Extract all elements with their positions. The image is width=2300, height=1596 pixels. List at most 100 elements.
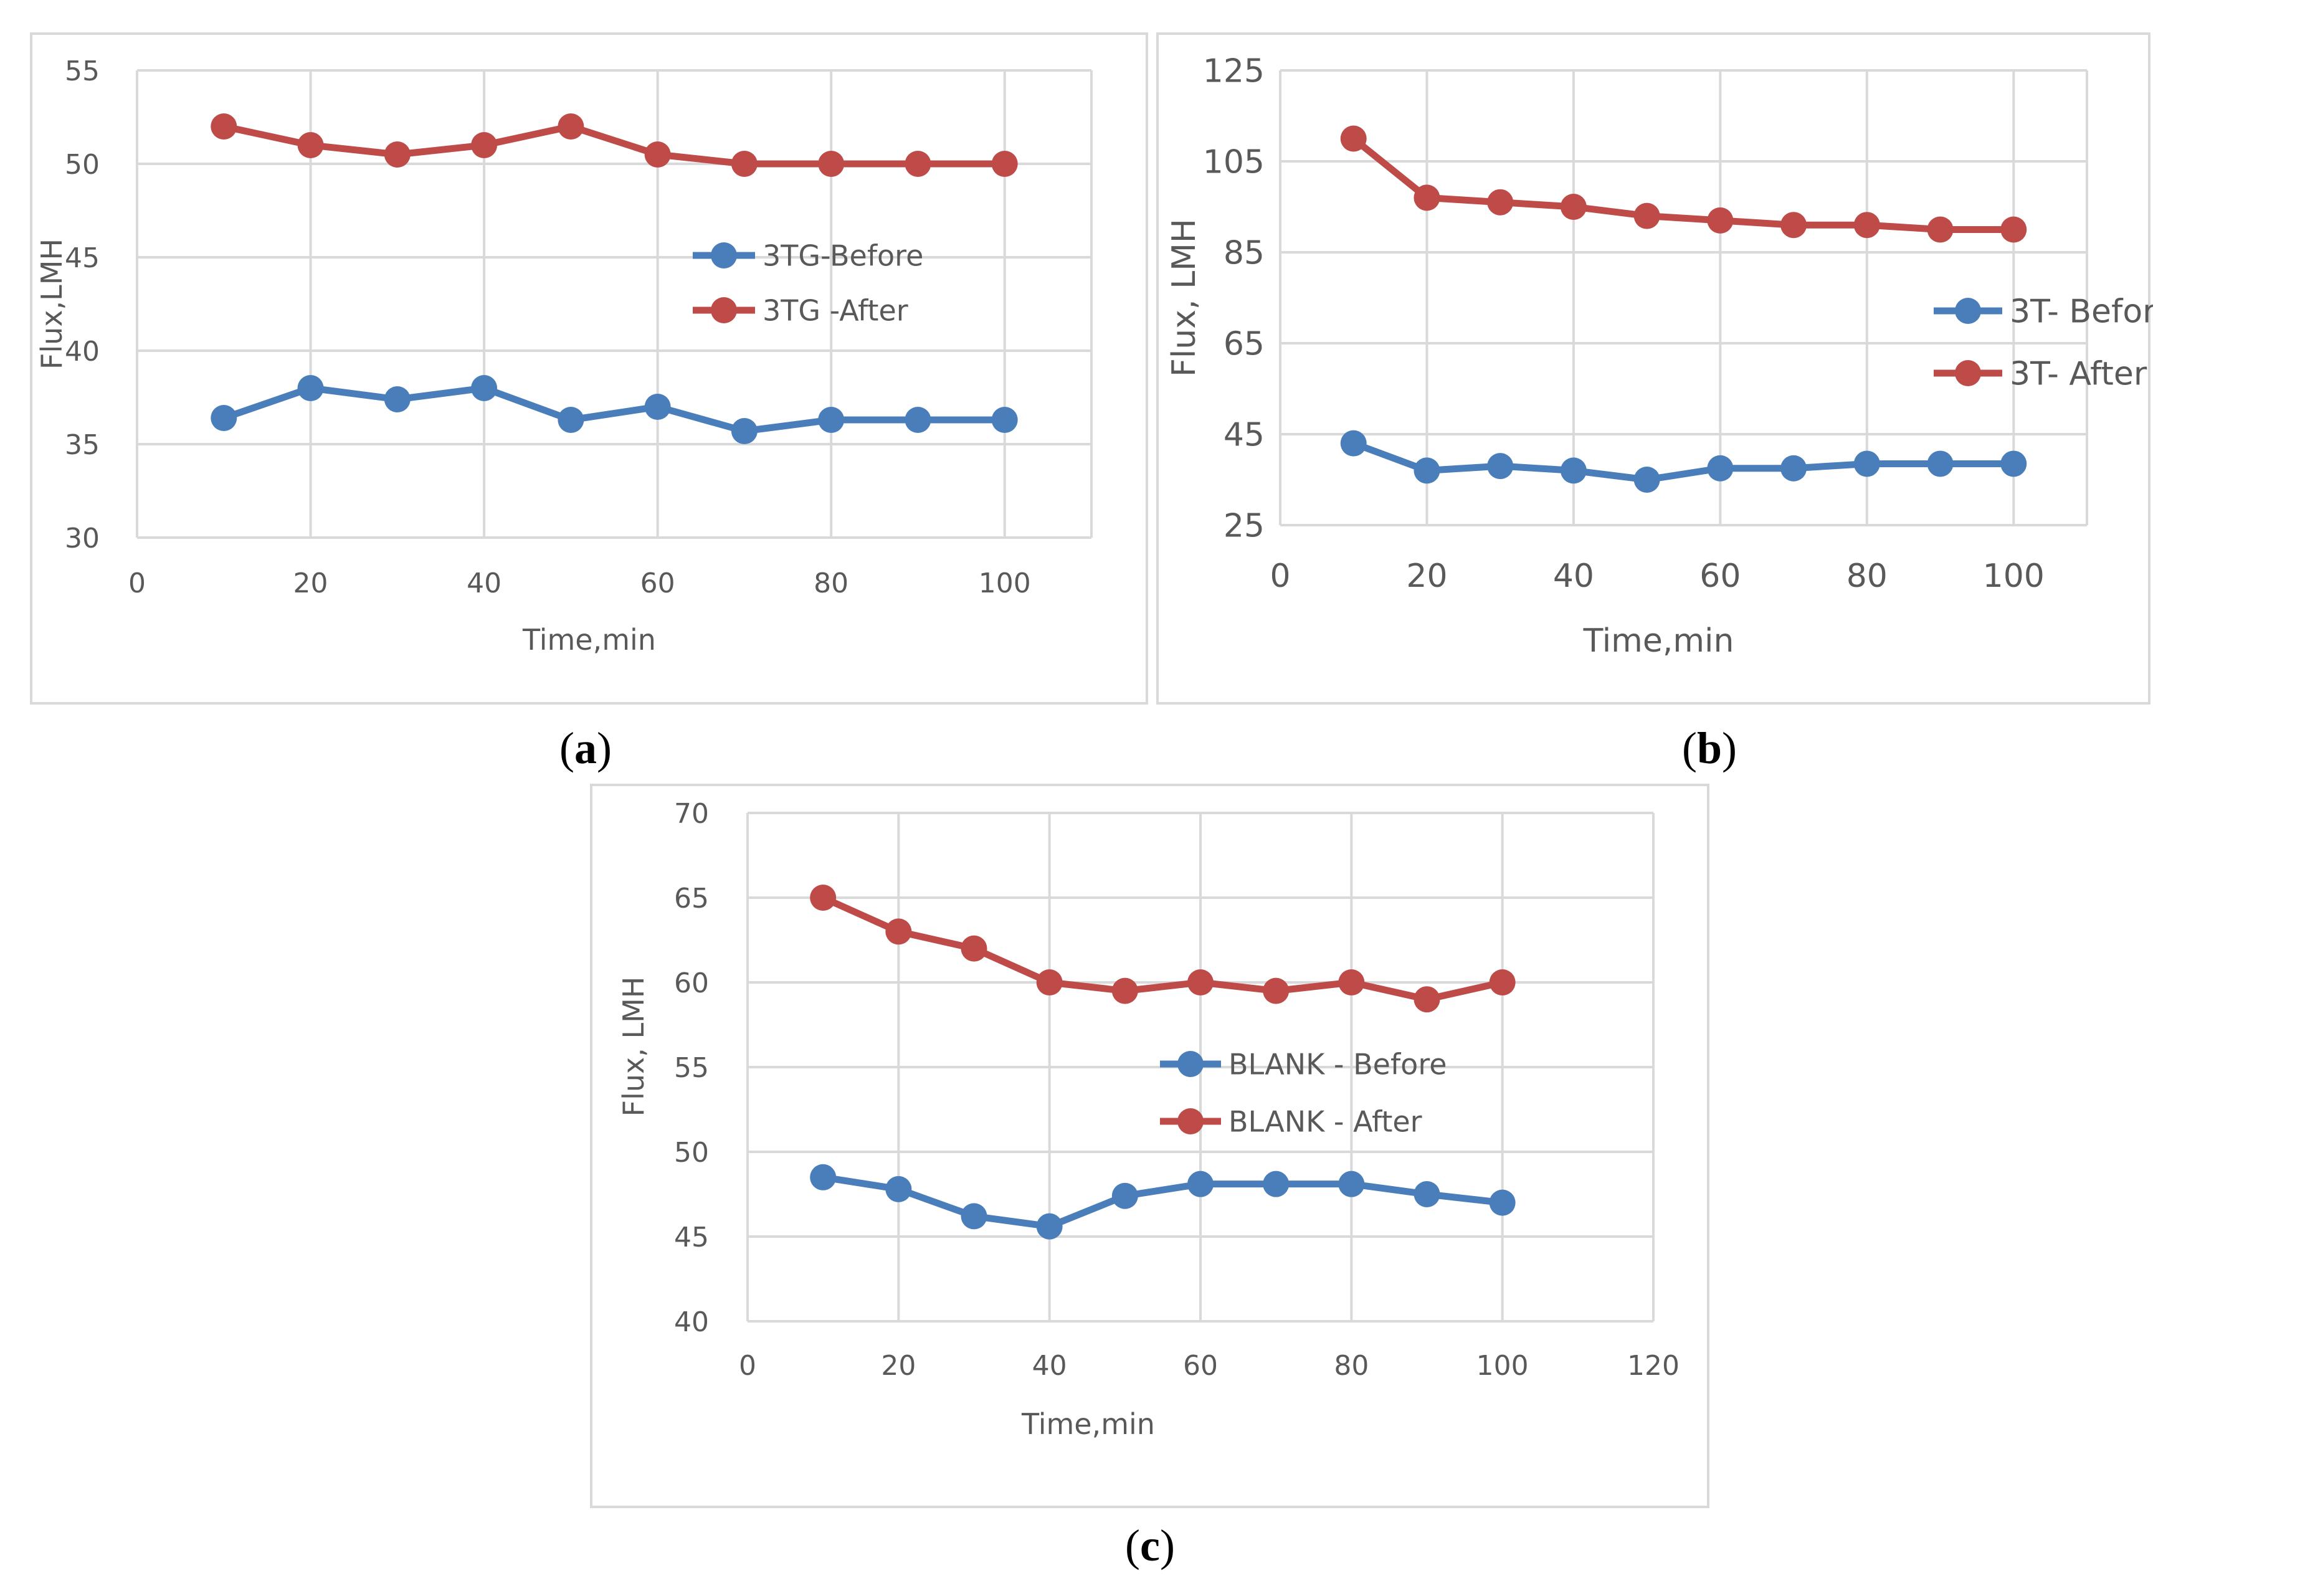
chart-a-series-0-point xyxy=(818,407,845,433)
chart-a-x-tick-label: 0 xyxy=(128,568,146,599)
chart-c-series-1-point xyxy=(1111,977,1138,1004)
chart-a-x-tick-label: 100 xyxy=(979,568,1031,599)
chart-a-svg: 30 35 40 45 50 55 0 20 40 60 80 100 Time,min Flux,LMH… xyxy=(35,55,1093,657)
chart-panel-b: 25 45 65 85 105 125 0 20 40 60 80 100 Time,min Flux, … xyxy=(1156,32,2153,705)
chart-c-x-tick-label: 40 xyxy=(1032,1350,1067,1382)
chart-a-legend-marker-0 xyxy=(711,242,737,268)
chart-c-series-0-point xyxy=(885,1176,912,1202)
chart-a-legend-label-0: 3TG-Before xyxy=(763,239,923,273)
chart-c-series-1-point xyxy=(1338,969,1365,995)
chart-a-x-tick-label: 60 xyxy=(640,568,675,599)
chart-b-series-1-point xyxy=(2000,216,2027,243)
chart-a-y-tick-label: 35 xyxy=(65,429,100,461)
chart-a-legend-marker-1 xyxy=(711,297,737,323)
chart-c-series-1-line xyxy=(821,894,1503,1003)
chart-panel-c: 40 45 50 55 60 65 70 0 20 40 60 80 100 120 Time,min Flu… xyxy=(590,784,1709,1508)
chart-a-series-0-point xyxy=(731,418,758,444)
chart-a-y-tick-label: 30 xyxy=(65,523,100,554)
chart-a-x-axis-title: Time,min xyxy=(522,623,656,657)
chart-b-series-1-point xyxy=(1414,184,1440,211)
chart-b-y-tick-label: 85 xyxy=(1224,235,1265,272)
chart-b-x-axis-title: Time,min xyxy=(1583,622,1734,660)
chart-a-series-0-point xyxy=(297,375,324,401)
chart-b-series-1-point xyxy=(1780,212,1807,239)
chart-c-legend-marker-0 xyxy=(1177,1051,1204,1077)
chart-a-series-1-point xyxy=(644,141,671,168)
chart-c-x-tick-label: 80 xyxy=(1334,1350,1369,1382)
chart-c-series-0-point xyxy=(1489,1189,1516,1216)
chart-b-x-tick-label: 80 xyxy=(1846,558,1888,595)
chart-c-x-tick-label: 120 xyxy=(1627,1350,1680,1382)
chart-b-series-0-point xyxy=(1853,450,1880,477)
chart-c-series-0-point xyxy=(1414,1181,1440,1207)
chart-b-legend-label-0: 3T- Before xyxy=(2010,293,2153,331)
chart-c-series-0-point xyxy=(961,1203,987,1230)
chart-c-legend-marker-1 xyxy=(1177,1108,1204,1134)
chart-c-series-0-line xyxy=(822,1174,1503,1230)
chart-c-y-tick-label: 70 xyxy=(674,798,709,830)
chart-b-series-0-point xyxy=(1340,430,1367,457)
chart-b-x-tick-label: 0 xyxy=(1270,558,1290,595)
chart-a-x-tick-label: 80 xyxy=(814,568,848,599)
chart-a-y-tick-label: 45 xyxy=(65,242,100,274)
chart-b-series-1-point xyxy=(1487,189,1514,216)
caption-a: (a) xyxy=(559,723,612,773)
chart-b-series-1-point xyxy=(1340,125,1367,152)
chart-b-series-0-point xyxy=(1927,450,1954,477)
chart-c-y-axis-title: Flux, LMH xyxy=(617,977,650,1117)
chart-a-series-1-point xyxy=(818,151,845,177)
chart-b-x-tick-label: 60 xyxy=(1699,558,1741,595)
chart-c-series-1-point xyxy=(1489,969,1516,995)
chart-a-y-tick-label: 40 xyxy=(65,336,100,368)
chart-c-y-tick-label: 45 xyxy=(674,1222,709,1253)
chart-c-series-1-point xyxy=(1036,969,1063,995)
chart-a-series-0-point xyxy=(384,386,411,412)
chart-b-y-tick-label: 45 xyxy=(1224,417,1265,454)
chart-b-y-tick-label: 125 xyxy=(1203,53,1265,90)
chart-c-series-0-point xyxy=(1111,1182,1138,1209)
chart-b-legend-marker-0 xyxy=(1955,298,1981,324)
chart-a-x-tick-label: 40 xyxy=(467,568,501,599)
chart-c-series-0-point xyxy=(1036,1213,1063,1240)
chart-a-series-0-point xyxy=(471,375,498,401)
chart-a-legend-label-1: 3TG -After xyxy=(763,294,908,328)
chart-a-series-0-point xyxy=(211,405,237,431)
chart-b-svg: 25 45 65 85 105 125 0 20 40 60 80 100 Time,min Flux, … xyxy=(1166,53,2153,660)
chart-a-y-tick-label: 55 xyxy=(65,55,100,87)
chart-b-y-axis-title: Flux, LMH xyxy=(1166,219,1203,377)
chart-c-series-1-point xyxy=(885,918,912,945)
chart-b-legend-label-1: 3T- After xyxy=(2010,356,2147,393)
chart-b-series-1-point xyxy=(1707,207,1734,234)
chart-a-series-1-point xyxy=(384,141,411,168)
chart-c-x-axis-title: Time,min xyxy=(1021,1407,1155,1441)
chart-a-series-1-point xyxy=(905,151,931,177)
chart-c-series-1-point xyxy=(1414,986,1440,1013)
chart-a-series-0-line xyxy=(222,384,1005,435)
chart-b-x-tick-label: 100 xyxy=(1983,558,2045,595)
chart-a-series-1-point xyxy=(558,113,584,140)
chart-b-y-tick-label: 105 xyxy=(1203,144,1265,181)
chart-b-series-0-point xyxy=(1414,457,1440,484)
chart-a-series-0-point xyxy=(905,407,931,433)
chart-c-series-0-point xyxy=(1187,1171,1214,1197)
chart-b-series-0-point xyxy=(1633,467,1660,493)
chart-c-y-tick-label: 40 xyxy=(674,1306,709,1338)
chart-a-series-1-point xyxy=(297,132,324,158)
caption-b: (b) xyxy=(1682,723,1737,773)
chart-c-series-1-point xyxy=(810,885,837,911)
chart-b-series-0-point xyxy=(1560,457,1587,484)
chart-a-series-0-point xyxy=(558,407,584,433)
chart-b-legend-marker-1 xyxy=(1955,360,1981,386)
chart-panel-a: 30 35 40 45 50 55 0 20 40 60 80 100 Time,min Flux,LMH… xyxy=(30,32,1148,705)
chart-c-y-tick-label: 60 xyxy=(674,967,709,999)
chart-c-x-tick-label: 0 xyxy=(739,1350,756,1382)
chart-c-legend-label-0: BLANK - Before xyxy=(1228,1048,1447,1081)
chart-c-y-tick-label: 65 xyxy=(674,883,709,914)
chart-a-x-tick-label: 20 xyxy=(293,568,328,599)
chart-c-series-1-point xyxy=(961,935,987,962)
chart-c-svg: 40 45 50 55 60 65 70 0 20 40 60 80 100 120 Time,min Flu… xyxy=(617,798,1680,1441)
chart-c-series-1-point xyxy=(1187,969,1214,995)
chart-b-series-1-point xyxy=(1633,202,1660,229)
chart-b-series-1-point xyxy=(1927,216,1954,243)
chart-b-series-1-point xyxy=(1853,212,1880,239)
